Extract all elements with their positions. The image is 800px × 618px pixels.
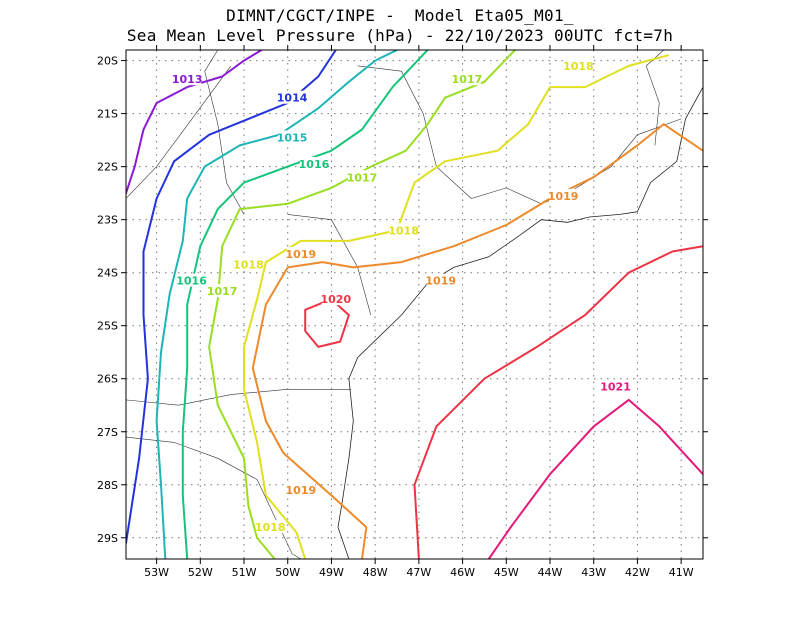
isobar-label-1019: 1019 — [548, 190, 579, 203]
isobar-1019 — [251, 123, 703, 559]
isobar-label-1014: 1014 — [277, 92, 308, 105]
lat-tick-label: 28S — [97, 479, 118, 492]
isobar-label-bg — [389, 223, 418, 237]
lat-tick-label: 25S — [97, 320, 118, 333]
isobar-label-bg — [208, 284, 237, 298]
lat-tick-label: 22S — [97, 161, 118, 174]
isobar-1018 — [243, 54, 669, 559]
lat-tick-label: 24S — [97, 267, 118, 280]
state-border — [287, 214, 372, 316]
lon-tick-label: 43W — [581, 566, 606, 579]
lon-tick-label: 45W — [494, 566, 519, 579]
isobar-label-bg — [286, 247, 315, 261]
isobar-label-bg — [177, 273, 206, 287]
isobar-label-bg — [321, 292, 350, 306]
map-title-line-2: Sea Mean Level Pressure (hPa) - 22/10/20… — [126, 26, 674, 45]
isobar-label-1018: 1018 — [563, 60, 594, 73]
lon-tick-label: 42W — [625, 566, 650, 579]
isobar-1016 — [181, 50, 429, 559]
coastline — [337, 86, 703, 559]
state-border — [126, 436, 301, 559]
lon-tick-label: 46W — [450, 566, 475, 579]
isobar-label-1016: 1016 — [176, 275, 207, 288]
isobar-label-1021: 1021 — [600, 381, 631, 394]
lat-tick-label: 27S — [97, 426, 118, 439]
isobar-label-bg — [278, 130, 307, 144]
isobar-label-1019: 1019 — [286, 484, 317, 497]
isobar-label-1017: 1017 — [207, 285, 238, 298]
lon-tick-label: 53W — [144, 566, 169, 579]
state-border — [126, 65, 232, 199]
isobar-label-bg — [256, 520, 285, 534]
isobar-label-bg — [286, 483, 315, 497]
lon-tick-label: 51W — [232, 566, 257, 579]
map-frame — [125, 49, 704, 560]
lon-tick-label: 49W — [319, 566, 344, 579]
isobar-label-1018: 1018 — [233, 259, 264, 272]
isobar-label-1018: 1018 — [388, 224, 419, 237]
isobar-labels: 1013101410151016101610171017101710181018… — [172, 58, 631, 534]
lon-tick-label: 50W — [275, 566, 300, 579]
isobar-label-1020: 1020 — [321, 293, 352, 306]
lat-tick-label: 26S — [97, 373, 118, 386]
isobar-label-bg — [601, 379, 630, 393]
isobar-1020 — [413, 245, 703, 559]
lat-tick-label: 29S — [97, 532, 118, 545]
lat-tick-label: 21S — [97, 108, 118, 121]
isobar-label-bg — [173, 72, 202, 86]
isobar-label-1019: 1019 — [286, 248, 317, 261]
isobar-1021 — [487, 398, 703, 559]
isobars — [126, 50, 703, 559]
isobar-label-bg — [278, 90, 307, 104]
isobar-label-1015: 1015 — [277, 131, 308, 144]
lat-tick-label: 23S — [97, 214, 118, 227]
isobar-label-bg — [549, 188, 578, 202]
isobar-1015 — [155, 50, 398, 559]
isobar-label-1013: 1013 — [172, 73, 203, 86]
isobar-label-1019: 1019 — [425, 275, 456, 288]
isobar-label-bg — [348, 170, 377, 184]
isobar-1020 — [304, 298, 350, 348]
isobar-1013 — [126, 50, 263, 195]
isobar-1017 — [208, 50, 516, 559]
state-border — [357, 65, 682, 205]
state-border — [126, 389, 352, 406]
isobar-label-1017: 1017 — [347, 171, 378, 184]
isobar-label-bg — [299, 156, 328, 170]
isobar-label-1017: 1017 — [452, 73, 483, 86]
lon-tick-label: 52W — [188, 566, 213, 579]
isobar-label-1016: 1016 — [299, 158, 330, 171]
isobar-label-bg — [234, 257, 263, 271]
isobar-label-bg — [564, 58, 593, 72]
map-title-line-1: DIMNT/CGCT/INPE - Model Eta05_M01_ — [226, 6, 574, 25]
isobar-label-bg — [426, 273, 455, 287]
isobar-label-bg — [452, 72, 481, 86]
geography-lines — [126, 50, 703, 559]
lat-tick-label: 20S — [97, 55, 118, 68]
isobar-label-1018: 1018 — [255, 521, 286, 534]
lon-tick-label: 44W — [538, 566, 563, 579]
lon-tick-label: 48W — [363, 566, 388, 579]
lon-tick-label: 41W — [669, 566, 694, 579]
axis-ticks: 53W 52W 51W 50W 49W 48W 47W 46W 45W 44W 43W 42W 41W 2… — [97, 45, 708, 579]
lon-tick-label: 47W — [406, 566, 431, 579]
